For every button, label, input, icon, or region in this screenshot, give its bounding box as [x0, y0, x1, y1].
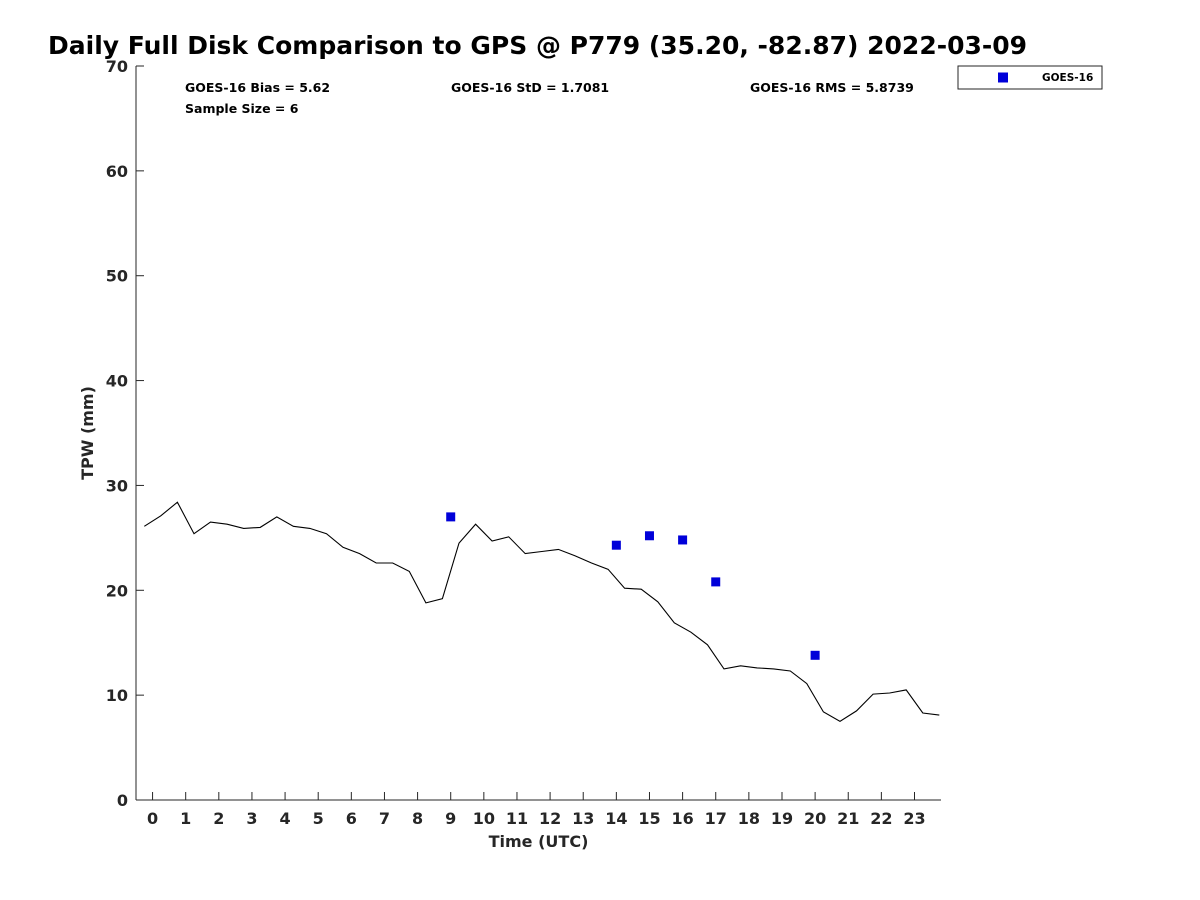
- x-tick-label: 18: [738, 809, 760, 828]
- x-tick-label: 8: [412, 809, 423, 828]
- gps-tpw-series: [144, 501, 940, 723]
- legend-label: GOES-16: [1042, 72, 1093, 84]
- x-tick-label: 0: [147, 809, 158, 828]
- goes16-point: [711, 577, 721, 587]
- x-tick-label: 15: [638, 809, 660, 828]
- legend: GOES-16: [957, 65, 1103, 90]
- x-tick-label: 6: [346, 809, 357, 828]
- y-tick-label: 0: [117, 791, 128, 810]
- y-tick-label: 70: [106, 57, 128, 76]
- x-tick-label: 21: [837, 809, 859, 828]
- x-tick-label: 23: [903, 809, 925, 828]
- x-tick-label: 19: [771, 809, 793, 828]
- legend-box: [957, 65, 1103, 90]
- goes16-point: [446, 512, 456, 522]
- x-tick-label: 10: [473, 809, 495, 828]
- bias-stat: GOES-16 Bias = 5.62: [185, 80, 330, 95]
- y-tick-label: 40: [106, 372, 128, 391]
- x-tick-label: 9: [445, 809, 456, 828]
- goes16-point: [644, 531, 654, 541]
- x-tick-label: 4: [280, 809, 291, 828]
- x-tick-label: 22: [870, 809, 892, 828]
- x-tick-label: 11: [506, 809, 528, 828]
- x-tick-label: 5: [313, 809, 324, 828]
- goes16-point: [810, 650, 820, 660]
- y-tick-label: 10: [106, 686, 128, 705]
- x-tick-label: 2: [213, 809, 224, 828]
- x-tick-label: 14: [605, 809, 627, 828]
- x-tick-label: 3: [246, 809, 257, 828]
- y-axis-label: TPW (mm): [78, 386, 97, 480]
- y-tick-label: 50: [106, 267, 128, 286]
- x-tick-label: 12: [539, 809, 561, 828]
- x-tick-label: 13: [572, 809, 594, 828]
- x-tick-label: 1: [180, 809, 191, 828]
- rms-stat: GOES-16 RMS = 5.8739: [750, 80, 914, 95]
- y-tick-label: 60: [106, 162, 128, 181]
- x-tick-label: 17: [705, 809, 727, 828]
- std-stat: GOES-16 StD = 1.7081: [451, 80, 609, 95]
- plot-area: [136, 66, 941, 800]
- chart-title: Daily Full Disk Comparison to GPS @ P779…: [48, 31, 1027, 60]
- y-tick-label: 20: [106, 581, 128, 600]
- x-tick-label: 16: [671, 809, 693, 828]
- legend-marker: [998, 72, 1008, 83]
- x-tick-label: 20: [804, 809, 826, 828]
- gps-tpw-line: [144, 501, 940, 723]
- y-tick-label: 30: [106, 476, 128, 495]
- x-axis-label: Time (UTC): [489, 832, 589, 851]
- x-tick-label: 7: [379, 809, 390, 828]
- goes16-point: [678, 535, 688, 545]
- sample-size-stat: Sample Size = 6: [185, 101, 299, 116]
- goes16-point: [611, 540, 621, 550]
- goes16-series: [446, 512, 820, 660]
